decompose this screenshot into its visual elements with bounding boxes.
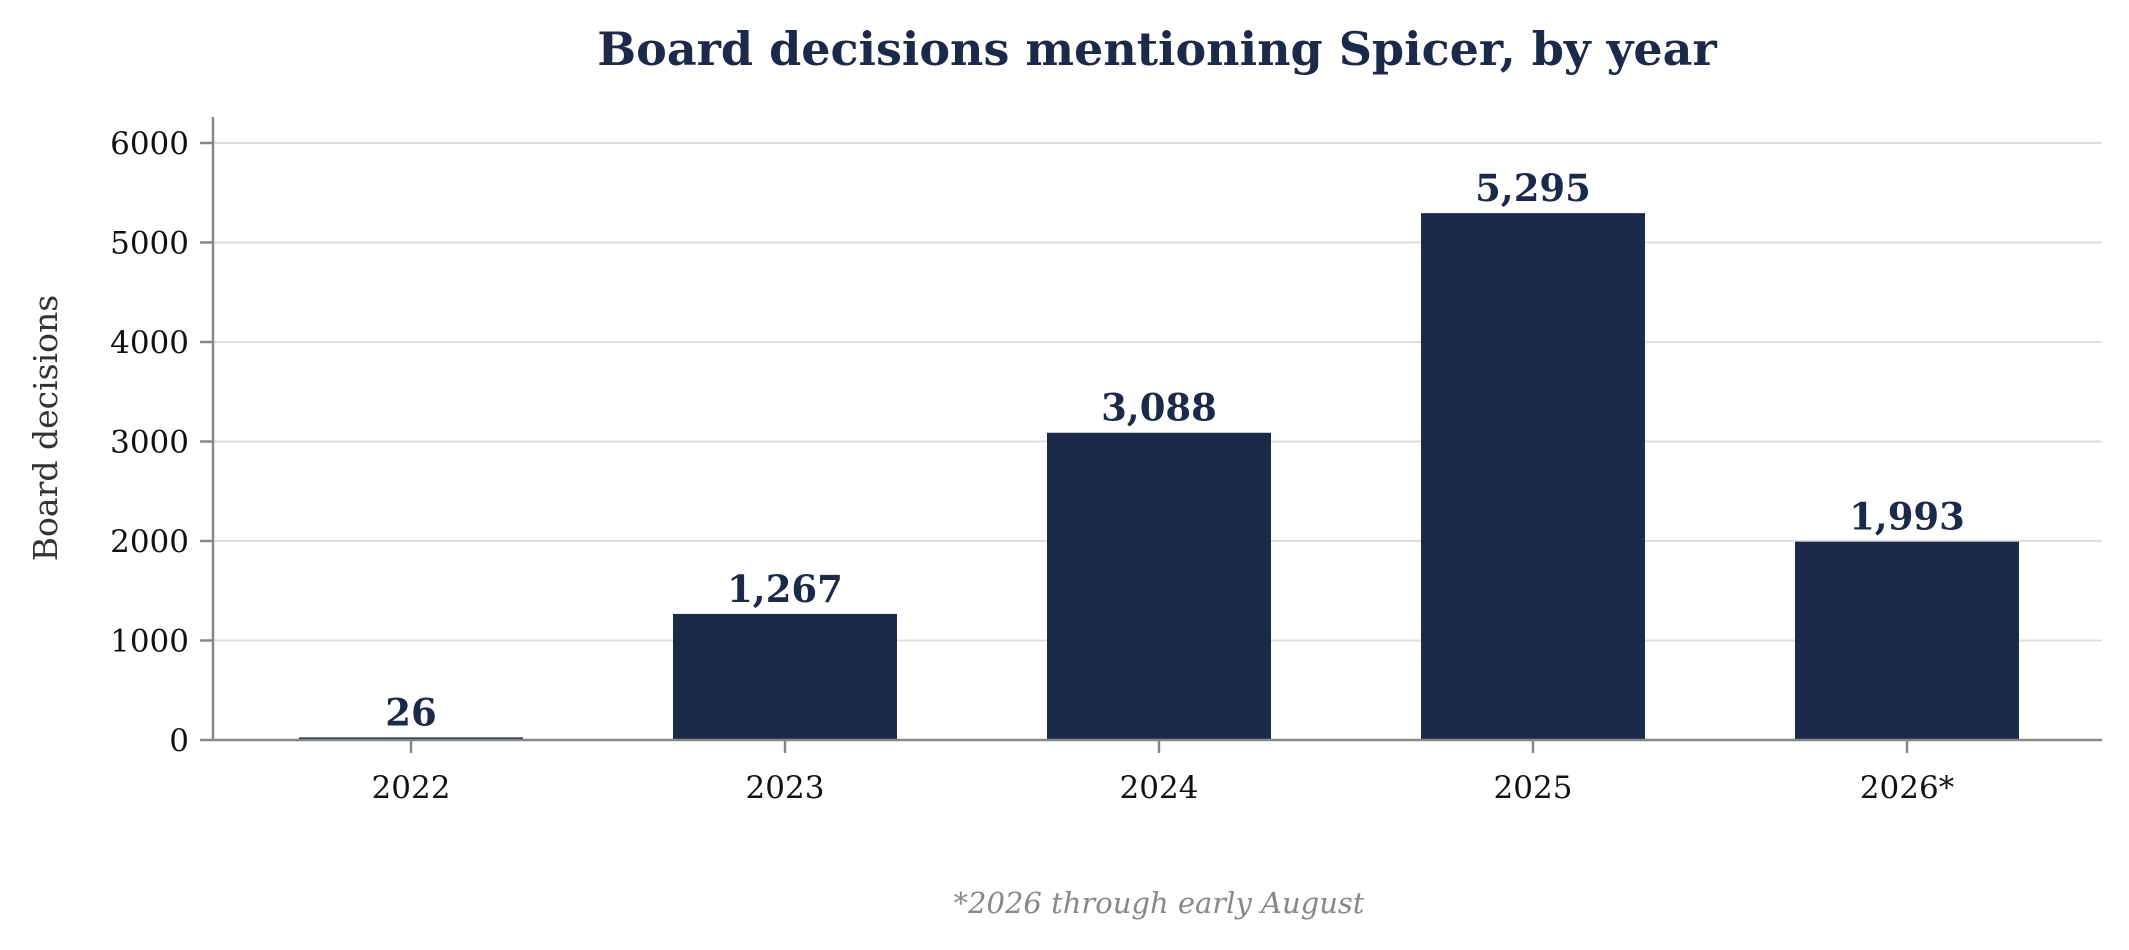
x-tick-label: 2025 — [1494, 770, 1573, 806]
bar — [673, 613, 897, 740]
x-tick-label: 2022 — [372, 770, 451, 806]
y-tick-label: 5000 — [110, 226, 189, 262]
bar — [1047, 432, 1271, 740]
data-label: 26 — [385, 690, 437, 734]
bars — [299, 213, 2019, 740]
y-tick-label: 4000 — [110, 325, 189, 361]
y-axis-title: Board decisions — [26, 295, 65, 561]
y-tick-label: 6000 — [110, 126, 189, 162]
y-tick-label: 2000 — [110, 524, 189, 560]
y-tick-label: 0 — [169, 723, 189, 759]
bar — [1795, 541, 2019, 740]
x-tick-label: 2026* — [1860, 770, 1954, 806]
bar — [1421, 213, 1645, 740]
y-axis-ticks: 0 1000 2000 3000 4000 5000 6000 — [110, 126, 213, 759]
data-label: 3,088 — [1101, 386, 1217, 430]
axes — [211, 117, 2102, 742]
data-label: 5,295 — [1475, 166, 1591, 210]
bar — [299, 737, 523, 740]
chart-title: Board decisions mentioning Spicer, by ye… — [597, 22, 1717, 76]
y-tick-label: 1000 — [110, 624, 189, 660]
x-axis-ticks: 2022 2023 2024 2025 2026* — [372, 740, 1954, 806]
x-tick-label: 2024 — [1120, 770, 1199, 806]
footnote: *2026 through early August — [954, 886, 1365, 920]
data-labels: 26 1,267 3,088 5,295 1,993 — [385, 166, 1965, 734]
y-tick-label: 3000 — [110, 425, 189, 461]
data-label: 1,993 — [1849, 495, 1965, 539]
x-tick-label: 2023 — [746, 770, 825, 806]
data-label: 1,267 — [727, 567, 843, 611]
